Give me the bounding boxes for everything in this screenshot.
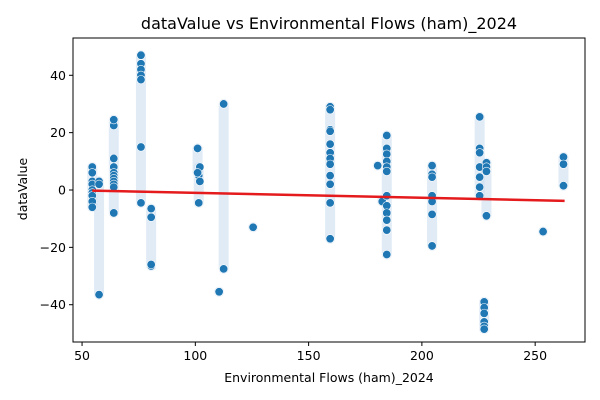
data-point bbox=[136, 50, 146, 60]
data-point bbox=[87, 202, 97, 212]
data-point bbox=[325, 198, 335, 208]
data-point bbox=[382, 131, 392, 141]
trend-line bbox=[92, 189, 565, 203]
data-point bbox=[558, 181, 568, 191]
y-tick-label: 20 bbox=[50, 125, 66, 140]
data-point bbox=[382, 166, 392, 176]
data-point bbox=[193, 168, 203, 178]
data-point bbox=[146, 204, 156, 214]
y-tick-label: −20 bbox=[40, 240, 66, 255]
point-band bbox=[135, 50, 146, 208]
y-tick-label: 40 bbox=[50, 68, 66, 83]
data-point bbox=[136, 75, 146, 85]
data-point bbox=[475, 182, 485, 192]
data-point bbox=[146, 260, 156, 270]
data-point bbox=[479, 308, 489, 318]
data-point bbox=[87, 168, 97, 178]
data-point bbox=[427, 209, 437, 219]
plot-area: 50 100 150 200 250 −40 −20 0 20 40 bbox=[40, 37, 586, 363]
x-tick-label: 100 bbox=[183, 348, 207, 363]
data-point bbox=[194, 198, 204, 208]
data-point bbox=[219, 99, 229, 109]
data-point bbox=[195, 176, 205, 186]
data-point bbox=[481, 166, 491, 176]
data-point bbox=[325, 234, 335, 244]
data-point bbox=[94, 179, 104, 189]
x-tick-label: 50 bbox=[74, 348, 90, 363]
data-point bbox=[427, 161, 437, 171]
data-point bbox=[136, 142, 146, 152]
data-point bbox=[193, 143, 203, 153]
data-point bbox=[382, 225, 392, 235]
data-point bbox=[325, 159, 335, 169]
data-point bbox=[479, 324, 489, 334]
data-point bbox=[558, 159, 568, 169]
data-point bbox=[475, 112, 485, 122]
x-tick-label: 200 bbox=[410, 348, 434, 363]
data-point bbox=[538, 227, 548, 237]
x-tick-label: 250 bbox=[523, 348, 547, 363]
data-point bbox=[475, 148, 485, 158]
data-point bbox=[325, 179, 335, 189]
data-point bbox=[427, 172, 437, 182]
data-point bbox=[325, 105, 335, 115]
chart-title: dataValue vs Environmental Flows (ham)_2… bbox=[141, 14, 517, 34]
data-point bbox=[325, 139, 335, 149]
data-point bbox=[94, 290, 104, 300]
data-point bbox=[382, 250, 392, 260]
y-axis-label: dataValue bbox=[15, 157, 30, 220]
data-point bbox=[427, 241, 437, 251]
data-point bbox=[325, 126, 335, 136]
data-point bbox=[146, 212, 156, 222]
data-point bbox=[481, 211, 491, 221]
x-tick-label: 150 bbox=[297, 348, 321, 363]
y-tick-label: 0 bbox=[58, 183, 66, 198]
data-point bbox=[219, 264, 229, 274]
data-point bbox=[248, 222, 258, 232]
y-tick-label: −40 bbox=[40, 297, 66, 312]
data-point bbox=[136, 198, 146, 208]
data-point bbox=[109, 208, 119, 218]
data-point bbox=[382, 215, 392, 225]
x-axis-label: Environmental Flows (ham)_2024 bbox=[224, 370, 434, 385]
data-point bbox=[373, 161, 383, 171]
data-point bbox=[109, 115, 119, 125]
data-point bbox=[325, 171, 335, 181]
data-point bbox=[214, 287, 224, 297]
data-point bbox=[109, 153, 119, 163]
point-band bbox=[218, 98, 229, 274]
data-point bbox=[475, 172, 485, 182]
